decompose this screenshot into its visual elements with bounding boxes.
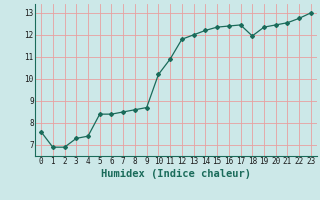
X-axis label: Humidex (Indice chaleur): Humidex (Indice chaleur) bbox=[101, 169, 251, 179]
